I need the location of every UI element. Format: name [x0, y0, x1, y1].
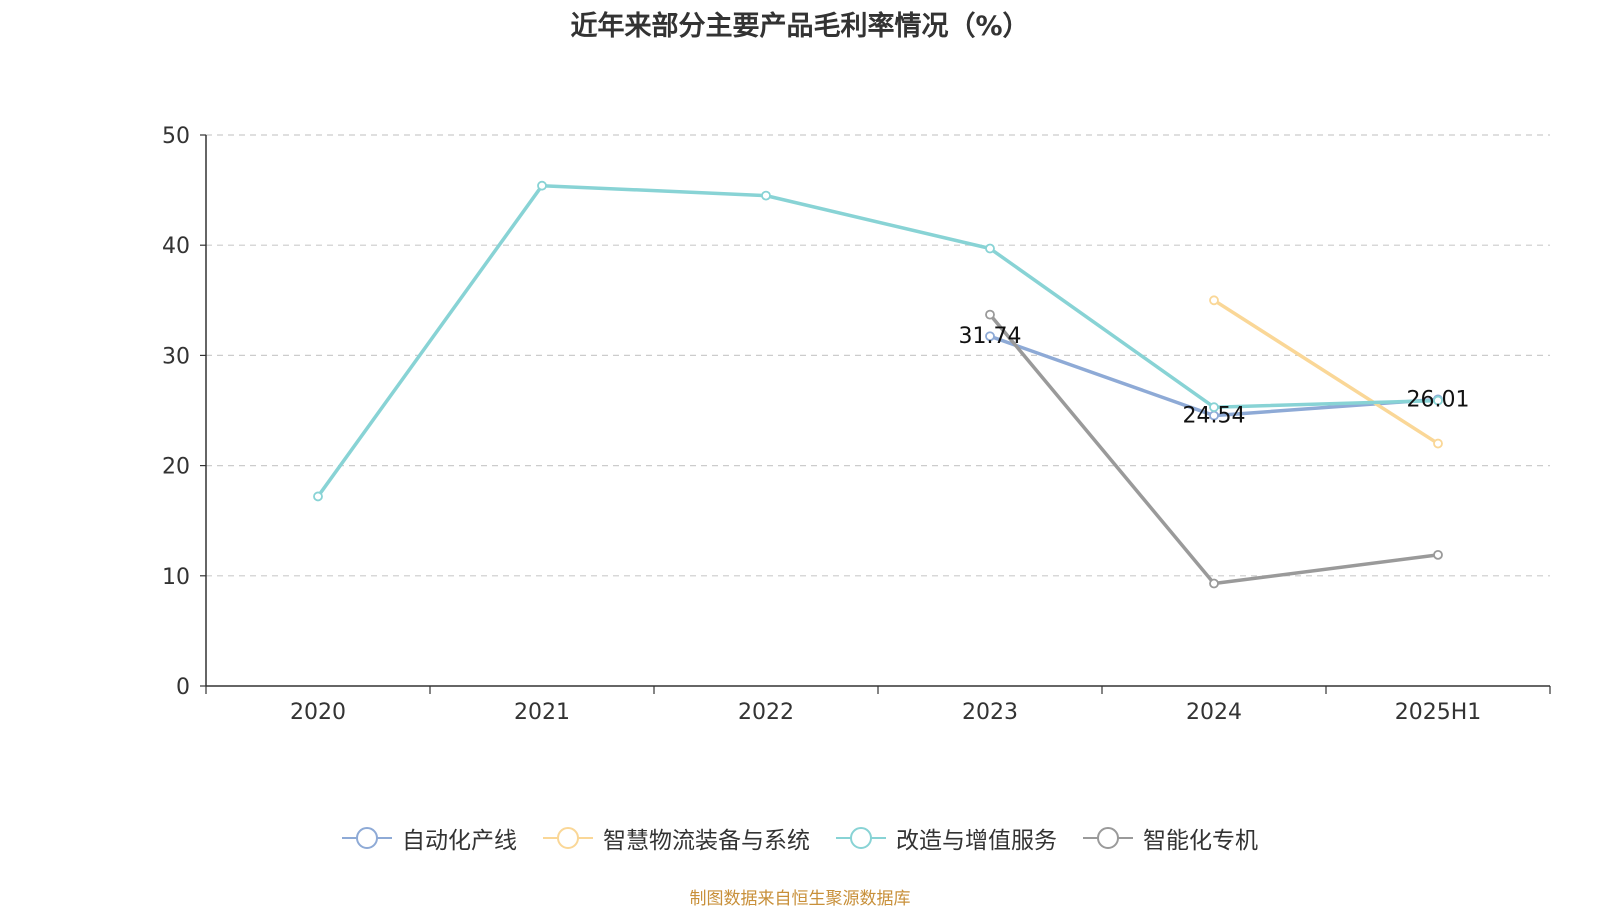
data-point [1209, 402, 1219, 413]
data-point [1433, 395, 1443, 406]
chart-legend: 自动化产线 智慧物流装备与系统 改造与增值服务 智能化专机 [0, 820, 1600, 856]
data-point [761, 190, 771, 201]
data-point [1433, 438, 1443, 449]
data-point [985, 243, 995, 254]
legend-swatch-icon [1083, 826, 1133, 850]
data-point [985, 331, 995, 342]
y-tick-label: 30 [162, 344, 190, 369]
y-tick-label: 20 [162, 455, 190, 480]
series-line [316, 183, 1439, 498]
data-label: 24.54 [1183, 404, 1246, 429]
data-point [1209, 295, 1219, 306]
x-tick-label: 2021 [514, 700, 570, 725]
x-tick-label: 2024 [1186, 700, 1242, 725]
legend-swatch-icon [836, 826, 886, 850]
legend-label: 智慧物流装备与系统 [603, 828, 810, 854]
legend-swatch-icon [543, 826, 593, 850]
legend-label: 自动化产线 [402, 828, 517, 854]
data-point [985, 309, 995, 320]
data-source-note: 制图数据来自恒生聚源数据库 [689, 889, 911, 909]
data-label: 31.74 [959, 324, 1022, 349]
legend-swatch-icon [342, 826, 392, 850]
data-point [1209, 578, 1219, 589]
data-label: 26.01 [1407, 387, 1470, 412]
legend-item[interactable]: 智慧物流装备与系统 [543, 821, 810, 855]
data-point [1433, 549, 1443, 560]
y-tick-label: 0 [176, 675, 190, 700]
x-tick-label: 2022 [738, 700, 794, 725]
legend-label: 改造与增值服务 [896, 828, 1057, 854]
data-point [537, 180, 547, 191]
legend-item[interactable]: 智能化专机 [1083, 821, 1258, 855]
x-tick-label: 2025H1 [1395, 700, 1482, 725]
y-tick-label: 10 [162, 565, 190, 590]
y-tick-label: 50 [162, 124, 190, 149]
x-tick-label: 2020 [290, 700, 346, 725]
legend-item[interactable]: 自动化产线 [342, 821, 517, 855]
chart-title: 近年来部分主要产品毛利率情况（%） [570, 11, 1030, 42]
x-tick-label: 2023 [962, 700, 1018, 725]
series-line [1213, 298, 1439, 446]
legend-label: 智能化专机 [1143, 828, 1258, 854]
data-point [313, 491, 323, 502]
legend-item[interactable]: 改造与增值服务 [836, 821, 1057, 855]
y-tick-label: 40 [162, 234, 190, 259]
